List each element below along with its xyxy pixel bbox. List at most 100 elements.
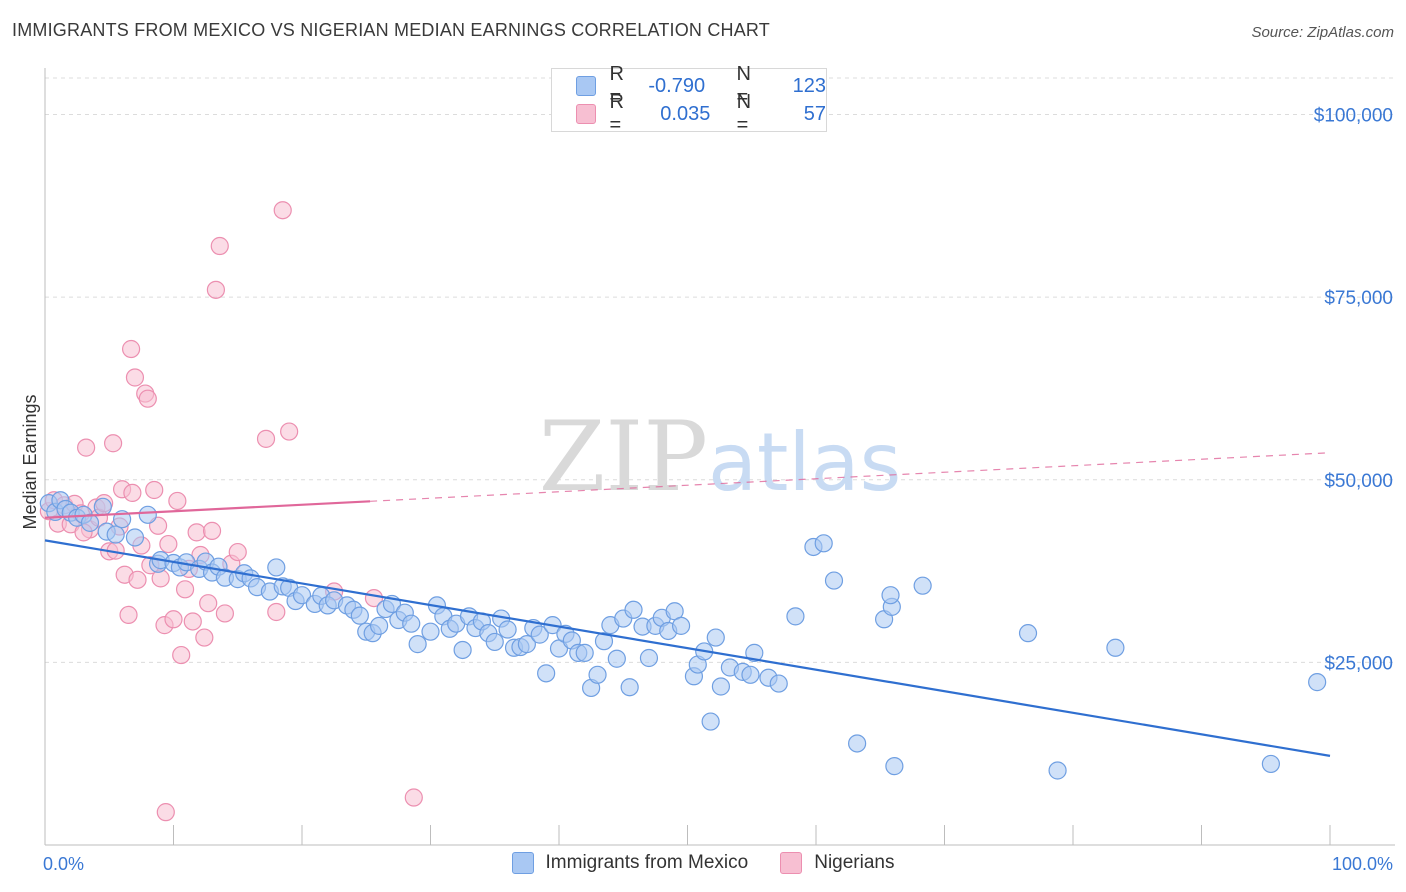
legend-item-mexico[interactable]: Immigrants from Mexico: [511, 852, 749, 874]
r-value: 0.035: [660, 102, 711, 125]
point-nigerian: [183, 612, 202, 631]
point-nigerian: [159, 534, 178, 554]
point-mexico: [517, 635, 536, 654]
point-mexico: [1308, 673, 1327, 692]
point-nigerian: [121, 339, 141, 359]
y-tick-label: $25,000: [1324, 653, 1393, 674]
point-mexico: [402, 614, 421, 633]
chart-title: IMMIGRANTS FROM MEXICO VS NIGERIAN MEDIA…: [12, 20, 770, 40]
point-mexico: [80, 513, 100, 532]
legend-swatch-blue: [511, 852, 534, 874]
point-mexico: [588, 665, 607, 684]
point-mexico: [711, 677, 731, 696]
series-legend: Immigrants from Mexico Nigerians: [0, 852, 1406, 874]
legend-swatch-pink: [780, 852, 803, 874]
point-nigerian: [104, 434, 123, 453]
point-mexico: [913, 576, 932, 595]
point-mexico: [106, 525, 125, 544]
point-nigerian: [175, 580, 195, 599]
point-mexico: [1261, 754, 1280, 774]
point-mexico: [1018, 624, 1038, 643]
x-tick-label: 0.0%: [43, 854, 84, 874]
point-nigerian: [164, 610, 183, 629]
watermark: ZIPatlas: [539, 401, 902, 513]
point-nigerian: [280, 422, 299, 441]
point-mexico: [881, 586, 900, 605]
point-mexico: [421, 622, 440, 641]
legend-item-nigerians[interactable]: Nigerians: [780, 852, 894, 874]
point-nigerian: [210, 236, 229, 256]
point-nigerian: [206, 280, 226, 299]
point-mexico: [706, 628, 725, 647]
point-mexico: [498, 620, 517, 639]
point-mexico: [408, 635, 427, 654]
trendline-nigerian-extension: [370, 452, 1331, 502]
point-nigerian: [228, 542, 247, 562]
point-nigerian: [125, 368, 145, 387]
point-nigerian: [77, 438, 96, 457]
y-tick-label: $100,000: [1314, 106, 1393, 127]
point-mexico: [741, 665, 760, 684]
point-mexico: [607, 649, 626, 668]
n-value: 57: [803, 102, 826, 125]
stats-legend: R = -0.790 N = 123 R = 0.035 N = 57: [551, 63, 827, 136]
point-mexico: [530, 625, 549, 644]
point-mexico: [745, 643, 764, 662]
point-nigerian: [168, 491, 187, 511]
point-nigerian: [404, 788, 423, 807]
trendline-mexico: [44, 539, 1331, 757]
source-credit: Source: ZipAtlas.com: [1251, 24, 1394, 41]
point-mexico: [848, 734, 867, 753]
y-tick-label: $50,000: [1324, 471, 1393, 492]
point-mexico: [1048, 761, 1067, 780]
point-nigerian: [156, 803, 175, 822]
point-nigerian: [187, 523, 206, 542]
n-label: N =: [736, 91, 752, 136]
point-mexico: [594, 632, 614, 651]
point-nigerian: [128, 570, 147, 589]
point-mexico: [350, 606, 369, 625]
y-tick-label: $75,000: [1324, 288, 1393, 309]
point-nigerian: [202, 521, 222, 540]
point-mexico: [620, 678, 639, 697]
point-mexico: [624, 600, 643, 619]
point-mexico: [701, 712, 720, 731]
point-mexico: [292, 586, 312, 605]
blue-swatch: [576, 76, 596, 96]
pink-swatch: [576, 104, 596, 124]
watermark-atlas: atlas: [708, 416, 901, 509]
point-nigerian: [273, 201, 292, 220]
point-mexico: [639, 648, 659, 668]
point-mexico: [769, 674, 788, 693]
point-nigerian: [195, 628, 214, 647]
point-mexico: [370, 616, 389, 635]
y-axis-label: Median Earnings: [20, 394, 40, 529]
point-nigerian: [138, 389, 157, 408]
point-nigerian: [256, 429, 276, 448]
point-nigerian: [267, 602, 286, 622]
point-mexico: [671, 616, 691, 635]
legend-label-mexico: Immigrants from Mexico: [545, 852, 749, 873]
r-label: R =: [609, 63, 624, 108]
point-nigerian: [123, 483, 142, 503]
point-mexico: [537, 664, 556, 683]
point-mexico: [485, 632, 504, 652]
r-label: R =: [609, 91, 624, 136]
point-mexico: [93, 497, 112, 516]
r-value: -0.790: [648, 74, 706, 97]
point-nigerian: [199, 594, 218, 613]
n-value: 123: [792, 74, 826, 97]
point-mexico: [125, 528, 145, 547]
x-tick-label: 100.0%: [1332, 854, 1393, 874]
point-mexico: [885, 757, 904, 776]
n-label: N =: [736, 63, 751, 108]
point-mexico: [814, 534, 833, 553]
stats-legend-row-blue: R = -0.790 N = 123: [576, 63, 826, 108]
trendline-nigerian: [44, 500, 371, 519]
stats-legend-row-pink: R = 0.035 N = 57: [576, 91, 826, 136]
point-mexico: [138, 505, 157, 524]
point-nigerian: [145, 480, 164, 500]
watermark-zip: ZIP: [539, 401, 708, 513]
point-mexico: [824, 571, 844, 590]
